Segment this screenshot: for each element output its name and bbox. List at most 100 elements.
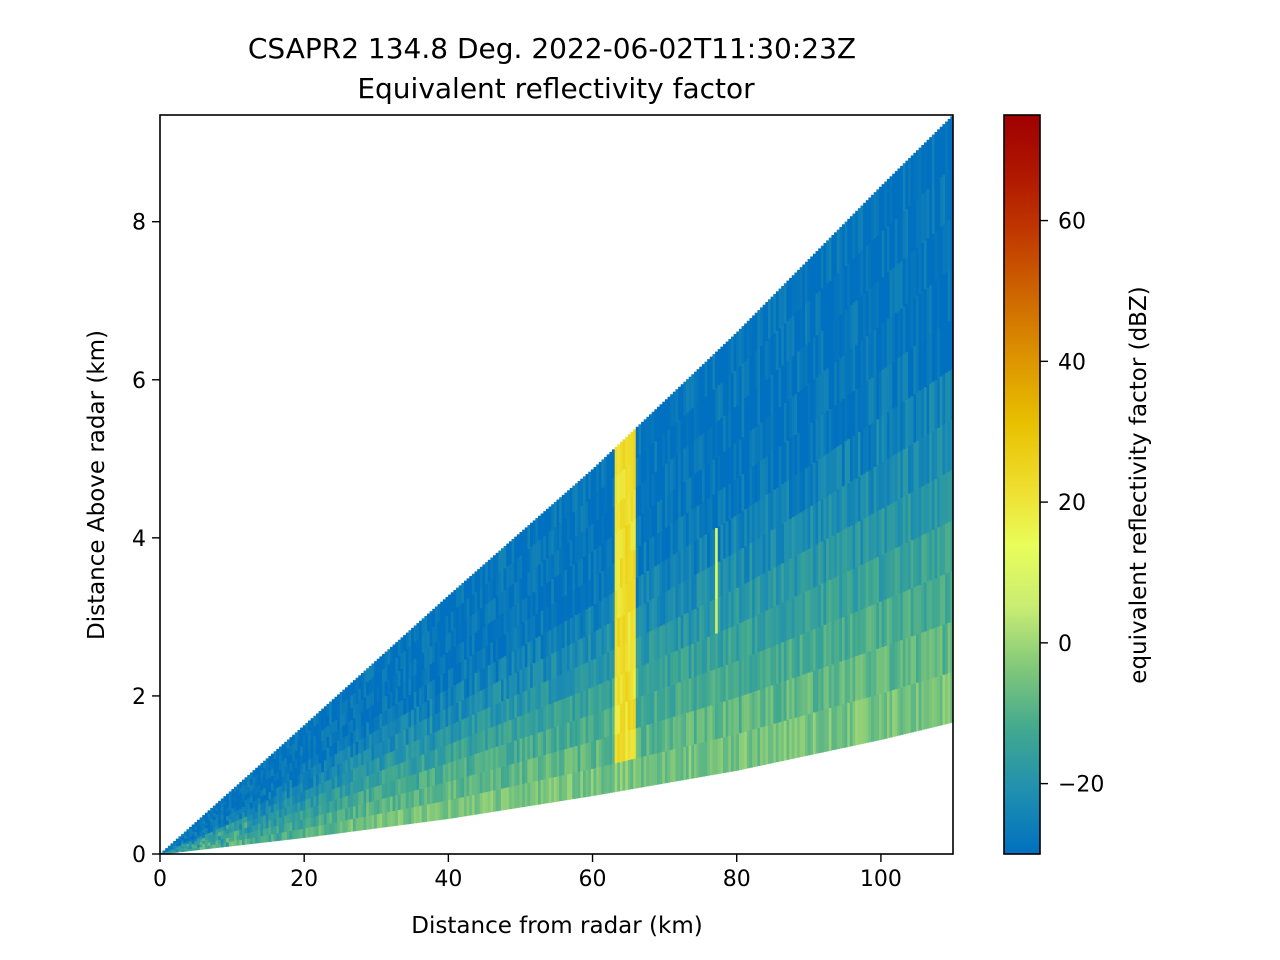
range-gate-cell xyxy=(701,467,706,502)
range-gate-cell xyxy=(252,788,256,795)
range-gate-cell xyxy=(931,233,936,284)
range-gate-cell xyxy=(463,678,468,699)
range-gate-cell xyxy=(720,488,724,525)
range-gate-cell xyxy=(569,669,573,696)
range-gate-cell xyxy=(852,612,856,658)
range-gate-cell xyxy=(387,811,391,827)
range-gate-cell xyxy=(194,842,198,846)
range-gate-cell xyxy=(350,719,354,733)
range-gate-cell xyxy=(757,613,761,653)
range-gate-cell xyxy=(474,753,478,775)
range-gate-cell xyxy=(197,819,201,823)
range-gate-cell xyxy=(553,501,558,528)
range-gate-cell xyxy=(667,589,671,623)
range-gate-cell xyxy=(556,725,560,752)
range-gate-cell xyxy=(548,654,552,680)
range-gate-cell xyxy=(273,796,277,804)
range-gate-cell xyxy=(582,663,587,691)
range-gate-cell xyxy=(852,523,856,569)
range-gate-cell xyxy=(524,620,529,644)
range-gate-cell xyxy=(395,657,399,674)
range-gate-cell xyxy=(516,579,521,604)
range-gate-cell xyxy=(730,517,735,555)
colorbar-frame xyxy=(1003,114,1041,855)
range-gate-cell xyxy=(744,545,748,584)
x-tick-label: 40 xyxy=(434,867,462,892)
range-gate-cell xyxy=(408,662,412,680)
range-gate-cell xyxy=(212,830,217,835)
range-gate-cell xyxy=(421,669,425,687)
range-gate-cell xyxy=(281,752,285,761)
range-gate-cell xyxy=(910,155,914,204)
range-gate-cell xyxy=(744,360,748,399)
range-gate-cell xyxy=(754,388,758,427)
range-gate-cell xyxy=(844,352,848,398)
range-gate-cell xyxy=(323,791,328,804)
range-gate-cell xyxy=(305,770,309,781)
range-gate-cell xyxy=(294,732,299,742)
range-gate-cell xyxy=(757,537,761,577)
range-gate-cell xyxy=(305,751,309,762)
range-gate-cell xyxy=(622,673,626,703)
range-gate-cell xyxy=(530,734,534,759)
range-gate-cell xyxy=(302,762,306,773)
range-gate-cell xyxy=(701,604,706,640)
range-gate-cell xyxy=(448,669,452,689)
range-gate-cell xyxy=(329,778,333,791)
range-gate-cell xyxy=(215,817,219,823)
range-gate-cell xyxy=(477,670,481,692)
range-gate-cell xyxy=(918,487,922,537)
range-gate-cell xyxy=(538,587,542,613)
range-gate-cell xyxy=(432,661,436,680)
range-gate-cell xyxy=(191,837,195,840)
range-gate-cell xyxy=(744,471,748,510)
range-gate-cell xyxy=(630,491,634,522)
range-gate-cell xyxy=(191,848,195,851)
range-gate-cell xyxy=(841,224,846,269)
range-gate-cell xyxy=(434,659,439,679)
range-gate-cell xyxy=(878,555,883,602)
range-gate-cell xyxy=(538,563,542,589)
range-gate-cell xyxy=(744,620,748,658)
range-gate-cell xyxy=(503,545,507,569)
range-gate-cell xyxy=(189,826,193,830)
range-gate-cell xyxy=(775,644,780,684)
range-gate-cell xyxy=(387,752,391,768)
range-gate-cell xyxy=(865,380,870,427)
range-gate-cell xyxy=(255,774,259,781)
range-gate-cell xyxy=(612,620,616,650)
range-gate-cell xyxy=(670,426,674,460)
range-gate-cell xyxy=(580,478,584,506)
range-gate-cell xyxy=(804,261,809,304)
range-gate-cell xyxy=(276,817,280,826)
range-gate-cell xyxy=(728,555,732,592)
range-gate-cell xyxy=(831,621,835,665)
range-gate-cell xyxy=(939,326,944,377)
range-gate-cell xyxy=(635,637,640,668)
range-gate-cell xyxy=(516,648,521,672)
range-gate-cell xyxy=(355,715,359,730)
range-gate-cell xyxy=(704,706,708,742)
range-gate-cell xyxy=(855,433,859,479)
range-gate-cell xyxy=(458,604,462,625)
range-gate-cell xyxy=(641,604,645,636)
range-gate-cell xyxy=(553,526,558,553)
range-gate-cell xyxy=(580,584,584,612)
range-gate-cell xyxy=(500,766,505,789)
range-gate-cell xyxy=(921,485,925,536)
range-gate-cell xyxy=(469,576,473,597)
range-gate-cell xyxy=(723,593,727,631)
range-gate-cell xyxy=(445,800,449,820)
range-gate-cell xyxy=(482,564,486,586)
range-gate-cell xyxy=(247,809,251,816)
range-gate-cell xyxy=(360,686,365,700)
range-gate-cell xyxy=(641,665,645,697)
range-gate-cell xyxy=(508,719,513,743)
range-gate-cell xyxy=(736,404,740,442)
range-gate-cell xyxy=(728,591,732,628)
range-gate-cell xyxy=(947,471,951,523)
range-gate-cell xyxy=(791,275,795,316)
range-gate-cell xyxy=(493,576,497,599)
range-gate-cell xyxy=(231,836,235,842)
range-gate-cell xyxy=(897,687,901,736)
